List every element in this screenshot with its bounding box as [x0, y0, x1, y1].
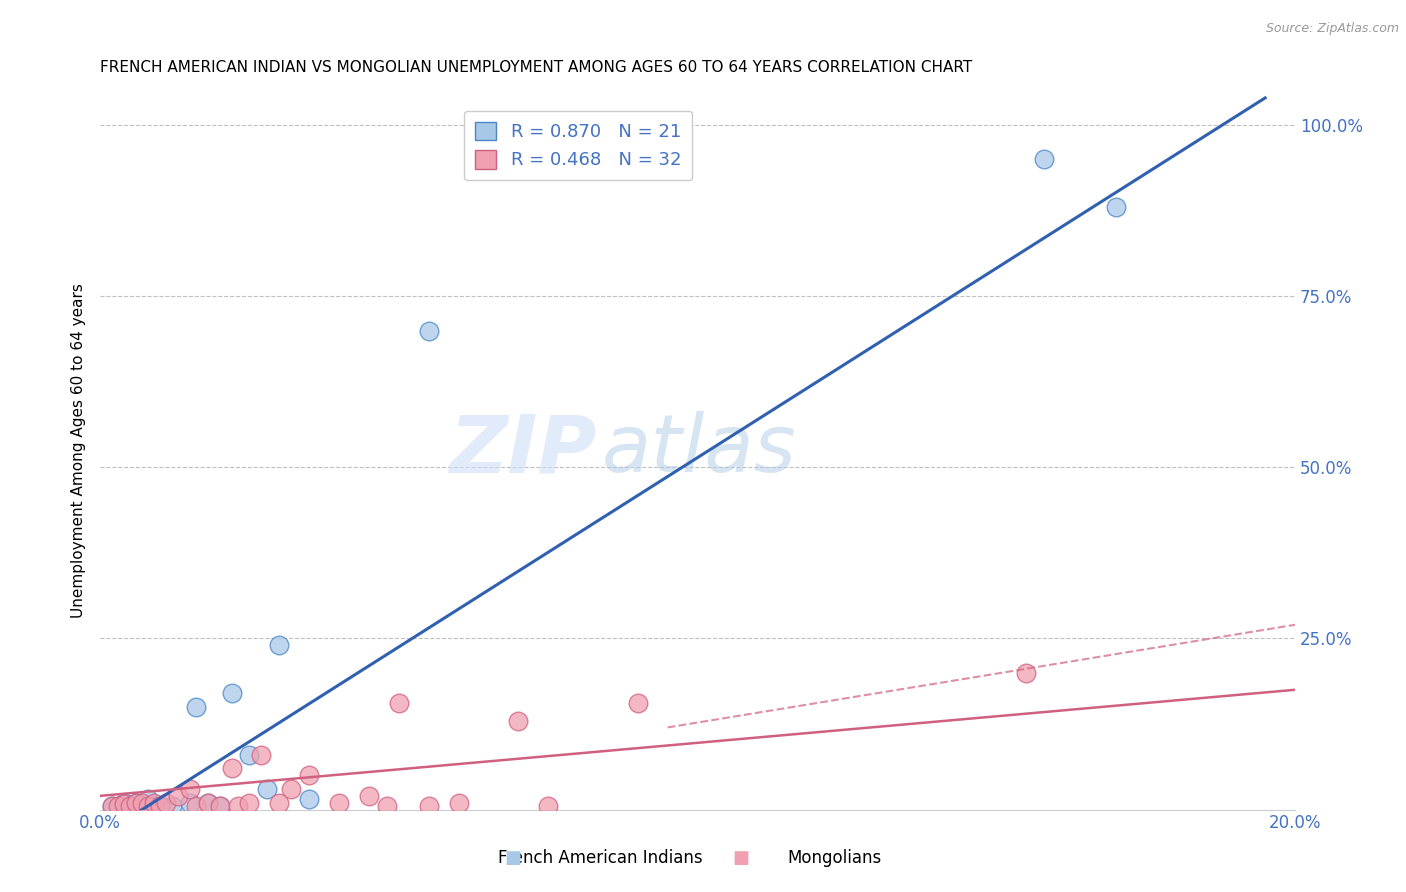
Point	[298, 792, 321, 806]
Point	[166, 789, 188, 803]
Point	[238, 747, 260, 762]
Point	[208, 799, 231, 814]
Point	[197, 796, 219, 810]
Point	[160, 799, 183, 814]
Point	[197, 796, 219, 810]
Point	[125, 796, 148, 810]
Point	[142, 799, 165, 814]
Point	[118, 799, 141, 814]
Point	[131, 796, 153, 810]
Text: atlas: atlas	[602, 411, 797, 490]
Text: ■: ■	[733, 849, 749, 867]
Point	[221, 762, 243, 776]
Point	[118, 799, 141, 814]
Point	[184, 699, 207, 714]
Point	[256, 782, 278, 797]
Point	[131, 799, 153, 814]
Point	[155, 796, 177, 810]
Point	[447, 796, 470, 810]
Point	[101, 799, 124, 814]
Point	[1015, 665, 1038, 680]
Point	[328, 796, 350, 810]
Point	[226, 799, 249, 814]
Point	[627, 697, 650, 711]
Point	[179, 782, 201, 797]
Point	[238, 796, 260, 810]
Point	[357, 789, 380, 803]
Point	[1105, 200, 1128, 214]
Point	[179, 796, 201, 810]
Point	[149, 799, 172, 814]
Point	[107, 799, 129, 814]
Text: French American Indians: French American Indians	[498, 849, 703, 867]
Point	[149, 799, 172, 814]
Point	[112, 797, 135, 811]
Text: FRENCH AMERICAN INDIAN VS MONGOLIAN UNEMPLOYMENT AMONG AGES 60 TO 64 YEARS CORRE: FRENCH AMERICAN INDIAN VS MONGOLIAN UNEM…	[100, 60, 973, 75]
Point	[221, 686, 243, 700]
Point	[269, 796, 291, 810]
Point	[388, 697, 411, 711]
Point	[537, 799, 560, 814]
Point	[184, 799, 207, 814]
Point	[298, 768, 321, 782]
Point	[508, 714, 530, 728]
Point	[1033, 153, 1056, 167]
Point	[269, 638, 291, 652]
Point	[136, 792, 159, 806]
Legend: R = 0.870   N = 21, R = 0.468   N = 32: R = 0.870 N = 21, R = 0.468 N = 32	[464, 111, 692, 180]
Point	[418, 324, 440, 338]
Point	[250, 747, 273, 762]
Point	[101, 799, 124, 814]
Point	[375, 799, 398, 814]
Text: ZIP: ZIP	[449, 411, 596, 490]
Text: Source: ZipAtlas.com: Source: ZipAtlas.com	[1265, 22, 1399, 36]
Point	[112, 796, 135, 810]
Point	[280, 782, 302, 797]
Y-axis label: Unemployment Among Ages 60 to 64 years: Unemployment Among Ages 60 to 64 years	[72, 283, 86, 618]
Point	[136, 799, 159, 814]
Point	[142, 796, 165, 810]
Point	[418, 799, 440, 814]
Point	[208, 799, 231, 814]
Point	[125, 796, 148, 810]
Text: ■: ■	[505, 849, 522, 867]
Text: Mongolians: Mongolians	[787, 849, 882, 867]
